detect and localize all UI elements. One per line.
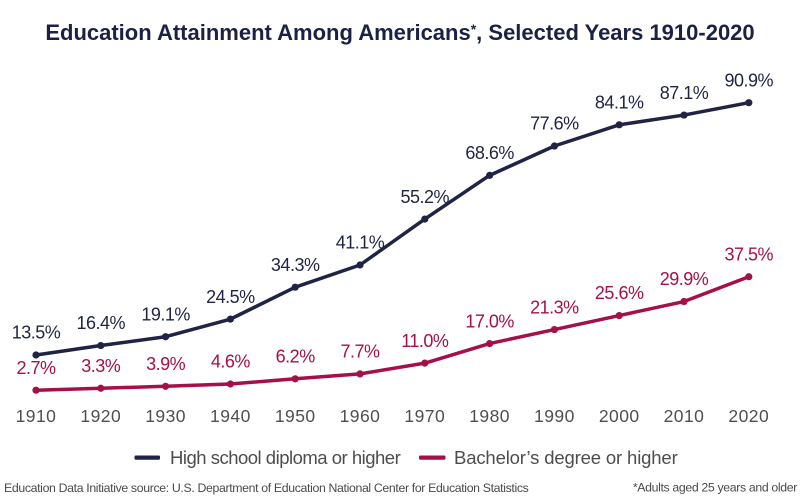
svg-text:24.5%: 24.5%: [206, 287, 255, 307]
svg-text:41.1%: 41.1%: [336, 233, 385, 253]
svg-text:55.2%: 55.2%: [401, 187, 450, 207]
svg-text:87.1%: 87.1%: [660, 83, 709, 103]
svg-text:1910: 1910: [16, 406, 57, 426]
svg-text:3.9%: 3.9%: [146, 354, 186, 374]
svg-text:34.3%: 34.3%: [271, 255, 320, 275]
svg-text:25.6%: 25.6%: [595, 283, 644, 303]
svg-text:1990: 1990: [534, 406, 575, 426]
svg-text:11.0%: 11.0%: [401, 331, 449, 351]
svg-text:Education Attainment Among Ame: Education Attainment Among Americans*, S…: [45, 20, 754, 45]
svg-text:4.6%: 4.6%: [211, 352, 251, 372]
svg-text:1950: 1950: [275, 406, 316, 426]
svg-text:77.6%: 77.6%: [530, 114, 579, 134]
svg-text:21.3%: 21.3%: [530, 297, 579, 317]
svg-text:1960: 1960: [340, 406, 381, 426]
svg-text:17.0%: 17.0%: [465, 311, 514, 331]
svg-text:1930: 1930: [145, 406, 186, 426]
svg-text:2000: 2000: [599, 406, 640, 426]
svg-text:2.7%: 2.7%: [16, 358, 56, 378]
svg-text:13.5%: 13.5%: [12, 323, 61, 343]
svg-text:1980: 1980: [469, 406, 510, 426]
svg-text:1940: 1940: [210, 406, 251, 426]
svg-text:1920: 1920: [80, 406, 121, 426]
svg-text:Education Data Initiative sour: Education Data Initiative source: U.S. D…: [4, 481, 529, 495]
svg-text:*Adults aged 25 years and olde: *Adults aged 25 years and older: [633, 481, 797, 495]
svg-text:1970: 1970: [404, 406, 445, 426]
svg-text:29.9%: 29.9%: [660, 269, 709, 289]
svg-text:19.1%: 19.1%: [141, 304, 190, 324]
svg-text:High school diploma or higher: High school diploma or higher: [170, 447, 401, 468]
svg-text:Bachelor’s degree or higher: Bachelor’s degree or higher: [454, 447, 678, 468]
svg-text:90.9%: 90.9%: [725, 70, 774, 90]
svg-text:3.3%: 3.3%: [81, 356, 121, 376]
svg-text:84.1%: 84.1%: [595, 93, 644, 113]
svg-text:2020: 2020: [728, 406, 769, 426]
svg-text:6.2%: 6.2%: [276, 346, 316, 366]
svg-text:2010: 2010: [664, 406, 705, 426]
svg-text:7.7%: 7.7%: [340, 342, 380, 362]
svg-text:16.4%: 16.4%: [77, 313, 126, 333]
svg-text:37.5%: 37.5%: [725, 244, 774, 264]
svg-text:68.6%: 68.6%: [465, 143, 514, 163]
